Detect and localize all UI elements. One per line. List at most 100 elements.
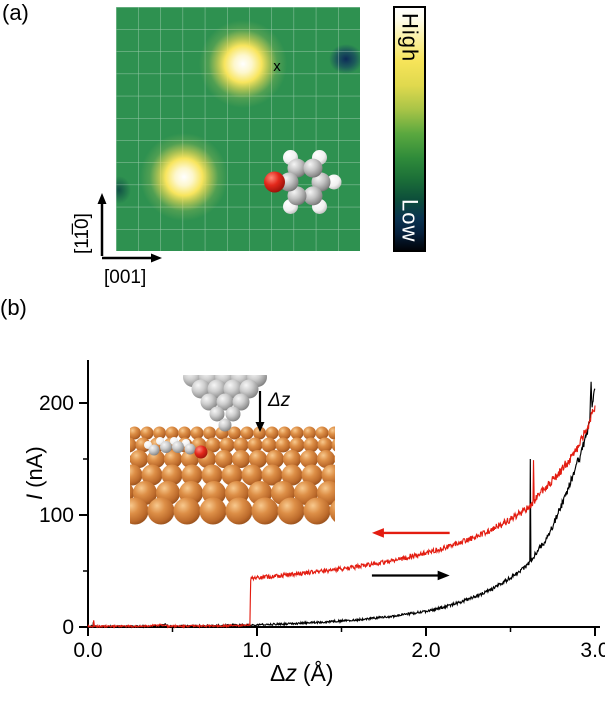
copper-atom	[178, 426, 191, 440]
carbon-atom	[172, 441, 184, 453]
copper-atom	[147, 497, 175, 525]
carbon-atom	[148, 444, 160, 456]
colorbar-low-label: Low	[397, 198, 423, 242]
copper-atom	[215, 450, 233, 468]
copper-atom	[203, 426, 216, 440]
stm-tip	[183, 375, 267, 432]
panel-a-label: (a)	[2, 0, 29, 25]
copper-atom	[181, 464, 203, 486]
inset-delta-z-label: Δz	[267, 390, 291, 411]
copper-atom	[233, 437, 249, 453]
copper-atom	[275, 437, 291, 453]
copper-atom	[130, 426, 141, 440]
copper-atom	[303, 426, 316, 440]
chart-curves	[87, 381, 596, 629]
y-tick-label: 100	[39, 504, 74, 527]
copper-atom	[261, 437, 277, 453]
copper-atom	[181, 450, 199, 468]
vertical-arrowhead-icon	[97, 193, 107, 204]
copper-atom	[328, 426, 335, 440]
copper-atom	[277, 497, 305, 525]
tip-atom	[207, 379, 227, 399]
oxygen-atom	[194, 445, 208, 459]
tip-atom	[223, 379, 243, 399]
molecule-model	[264, 150, 342, 214]
bright-protrusion-2	[140, 133, 228, 221]
crystal-axis-label-110: [11̅0]	[72, 213, 93, 254]
y-axis-variable: I	[22, 493, 47, 500]
delta-z-arrowhead-icon	[255, 422, 265, 432]
copper-atom	[249, 450, 267, 468]
copper-atom	[190, 426, 204, 440]
tip-atom	[225, 406, 241, 422]
copper-atom	[161, 464, 183, 486]
copper-atom	[301, 464, 323, 486]
tip-position-marker: x	[273, 58, 281, 75]
copper-atom	[221, 464, 243, 486]
copper-atom	[130, 437, 137, 453]
copper-atom	[165, 426, 179, 440]
colorbar-high-label: High	[397, 13, 423, 63]
x-tick-label: 3.0	[580, 639, 605, 662]
x-tick-label: 2.0	[411, 639, 440, 662]
copper-atom	[290, 426, 304, 440]
chart-direction-arrows	[371, 528, 450, 581]
copper-atom	[225, 497, 253, 525]
adsorbed-molecule	[144, 437, 208, 459]
carbon-atom	[160, 441, 172, 453]
y-axis-title: I (nA)	[22, 446, 48, 500]
copper-atom	[303, 497, 331, 525]
x-tick-label: 1.0	[242, 639, 271, 662]
tip-atom	[218, 418, 232, 432]
tip-sample-inset: Δz	[130, 375, 335, 525]
copper-atom	[140, 426, 154, 440]
y-tick-label: 0	[62, 616, 74, 639]
copper-atom	[266, 450, 284, 468]
iv-chart: 0.0 1.0 2.0 3.0 0 100 200	[39, 360, 605, 662]
copper-atom	[300, 450, 318, 468]
copper-atom	[153, 426, 166, 440]
bright-protrusion-1	[199, 20, 287, 108]
copper-atom	[317, 437, 333, 453]
sweep-arrowhead-icon	[437, 570, 450, 581]
tip-atom	[216, 393, 234, 411]
tip-atom	[232, 393, 250, 411]
x-axis-title: Δz (Å)	[270, 660, 334, 687]
copper-atom	[251, 497, 279, 525]
copper-atom	[283, 450, 301, 468]
copper-atom	[240, 426, 254, 440]
copper-atom	[201, 464, 223, 486]
horizontal-arrowhead-icon	[151, 253, 162, 263]
tip-atom	[239, 379, 259, 399]
copper-atom	[281, 464, 303, 486]
copper-atom	[331, 438, 335, 452]
copper-atom	[241, 464, 263, 486]
copper-atom	[334, 454, 335, 464]
carbon-atom	[184, 443, 196, 455]
copper-atom	[199, 497, 227, 525]
copper-atom	[130, 450, 148, 468]
copper-atom	[247, 437, 263, 453]
copper-atom	[289, 437, 305, 453]
copper-atom	[329, 500, 335, 522]
copper-atom	[130, 464, 143, 486]
copper-atom	[205, 437, 221, 453]
copper-atom	[141, 464, 163, 486]
panel-b-label: (b)	[0, 295, 27, 320]
copper-atom	[164, 450, 182, 468]
x-axis-delta: Δ	[270, 660, 286, 686]
copper-atom	[173, 497, 201, 525]
curve-retract-red	[87, 405, 596, 629]
crystal-axes-arrows	[97, 193, 162, 263]
copper-atom	[130, 497, 149, 525]
colorbar: High Low	[393, 6, 426, 252]
copper-atom	[278, 426, 291, 440]
tip-atom	[209, 406, 225, 422]
tip-atom	[200, 393, 218, 411]
sweep-arrowhead-icon	[371, 528, 384, 538]
copper-atom	[265, 426, 279, 440]
stm-image: x	[116, 7, 360, 251]
copper-atom	[303, 437, 319, 453]
copper-atom	[321, 464, 335, 486]
y-axis-unit: (nA)	[22, 446, 47, 488]
